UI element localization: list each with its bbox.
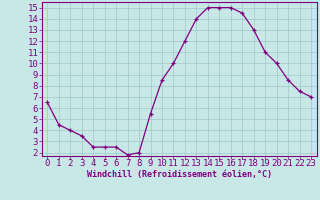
X-axis label: Windchill (Refroidissement éolien,°C): Windchill (Refroidissement éolien,°C) [87, 170, 272, 179]
